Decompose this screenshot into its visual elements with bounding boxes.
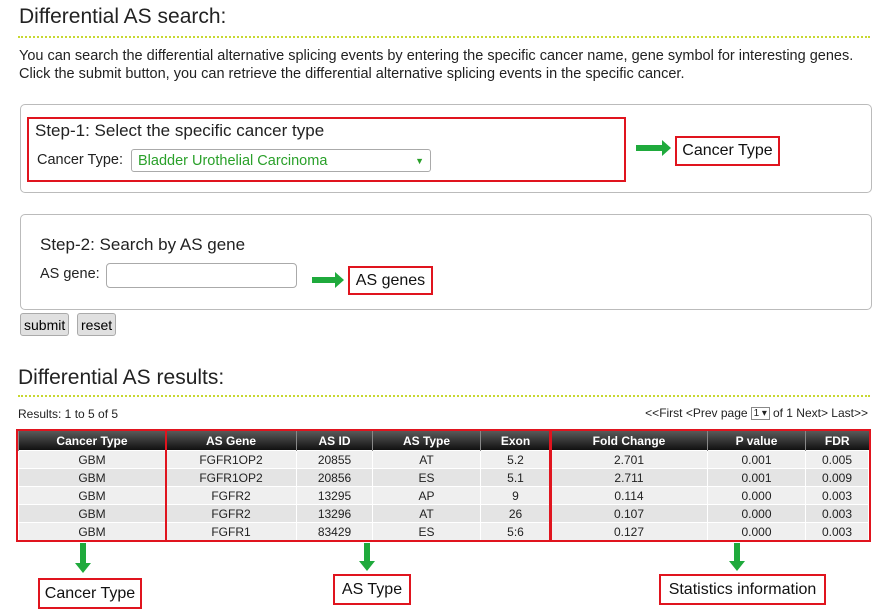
table-row: GBM FGFR1OP2 20856 ES 5.1 2.711 0.001 0.009 bbox=[18, 468, 869, 487]
table-row: GBM FGFR1OP2 20855 AT 5.2 2.701 0.001 0.005 bbox=[18, 450, 869, 469]
step2-title: Step-2: Search by AS gene bbox=[40, 235, 246, 254]
column-header: P value bbox=[707, 431, 806, 451]
step1-panel bbox=[20, 104, 872, 193]
annotation: AS Type bbox=[333, 574, 411, 605]
arrow bbox=[729, 543, 745, 571]
annotation: AS genes bbox=[348, 266, 433, 295]
table-cell: FGFR1 bbox=[165, 522, 297, 541]
step2-panel bbox=[20, 214, 872, 310]
table-cell: 20856 bbox=[296, 468, 373, 487]
intro-text: You can search the differential alternat… bbox=[19, 48, 854, 82]
column-header: FDR bbox=[805, 431, 869, 451]
table-cell: ES bbox=[372, 468, 481, 487]
table-cell: 0.003 bbox=[805, 522, 869, 541]
table-cell: GBM bbox=[18, 522, 166, 541]
column-header: AS Type bbox=[372, 431, 481, 451]
pager: <<First <Prev page 1 ▾ of 1 Next> Last>> bbox=[645, 406, 868, 420]
page-title: Differential AS search: bbox=[19, 5, 227, 28]
table-cell: 13296 bbox=[296, 504, 373, 523]
highlight-box bbox=[27, 117, 626, 182]
page-number: 1 bbox=[753, 407, 760, 419]
table-cell: 0.000 bbox=[707, 522, 806, 541]
annotation: Cancer Type bbox=[675, 136, 780, 166]
results-title: Differential AS results: bbox=[18, 366, 225, 389]
table-cell: 0.001 bbox=[707, 450, 806, 469]
table-cell: 0.107 bbox=[550, 504, 708, 523]
pager-next[interactable]: of 1 Next> Last>> bbox=[772, 406, 868, 420]
arrow bbox=[359, 543, 375, 571]
table-cell: GBM bbox=[18, 486, 166, 505]
table-cell: 83429 bbox=[296, 522, 373, 541]
table-cell: GBM bbox=[18, 504, 166, 523]
table-cell: 5:6 bbox=[480, 522, 551, 541]
table-cell: 26 bbox=[480, 504, 551, 523]
annotation: Cancer Type bbox=[38, 578, 142, 609]
results-table: Cancer Type AS Gene AS ID AS Type Exon Fold C… bbox=[18, 431, 869, 541]
as-gene-input[interactable] bbox=[106, 263, 297, 288]
arrow bbox=[75, 543, 91, 573]
column-header: Fold Change bbox=[550, 431, 708, 451]
table-cell: 0.009 bbox=[805, 468, 869, 487]
highlight-box bbox=[165, 429, 551, 542]
table-cell: 0.003 bbox=[805, 486, 869, 505]
table-cell: FGFR1OP2 bbox=[165, 450, 297, 469]
column-header: AS ID bbox=[296, 431, 373, 451]
cancer-type-select[interactable]: Bladder Urothelial Carcinoma ▼ bbox=[131, 149, 431, 172]
column-header: Cancer Type bbox=[18, 431, 166, 451]
column-header: Exon bbox=[480, 431, 551, 451]
table-cell: GBM bbox=[18, 450, 166, 469]
as-gene-label: AS gene: bbox=[40, 266, 100, 282]
table-cell: FGFR2 bbox=[165, 486, 297, 505]
table-cell: 5.2 bbox=[480, 450, 551, 469]
page-select[interactable]: 1 ▾ bbox=[750, 406, 770, 420]
column-header: AS Gene bbox=[165, 431, 297, 451]
table-cell: 0.003 bbox=[805, 504, 869, 523]
results-count: Results: 1 to 5 of 5 bbox=[18, 407, 119, 421]
table-cell: AT bbox=[372, 450, 481, 469]
table-cell: 0.000 bbox=[707, 504, 806, 523]
divider bbox=[18, 36, 870, 38]
divider bbox=[18, 395, 870, 397]
table-cell: 0.001 bbox=[707, 468, 806, 487]
table-cell: FGFR1OP2 bbox=[165, 468, 297, 487]
selected-option: Bladder Urothelial Carcinoma bbox=[138, 153, 328, 169]
pager-prev[interactable]: <<First <Prev page bbox=[645, 406, 748, 420]
annotation: Statistics information bbox=[659, 574, 826, 605]
table-cell: 0.114 bbox=[550, 486, 708, 505]
highlight-box bbox=[16, 429, 167, 542]
reset-button[interactable]: reset bbox=[77, 313, 117, 336]
table-cell: 2.711 bbox=[550, 468, 708, 487]
table-row: GBM FGFR2 13295 AP 9 0.114 0.000 0.003 bbox=[18, 486, 869, 505]
highlight-box bbox=[550, 429, 871, 542]
cancer-type-label: Cancer Type: bbox=[37, 152, 123, 168]
submit-button[interactable]: submit bbox=[20, 313, 70, 336]
table-cell: AT bbox=[372, 504, 481, 523]
table-cell: GBM bbox=[18, 468, 166, 487]
step1-title: Step-1: Select the specific cancer type bbox=[35, 121, 325, 140]
table-cell: 2.701 bbox=[550, 450, 708, 469]
